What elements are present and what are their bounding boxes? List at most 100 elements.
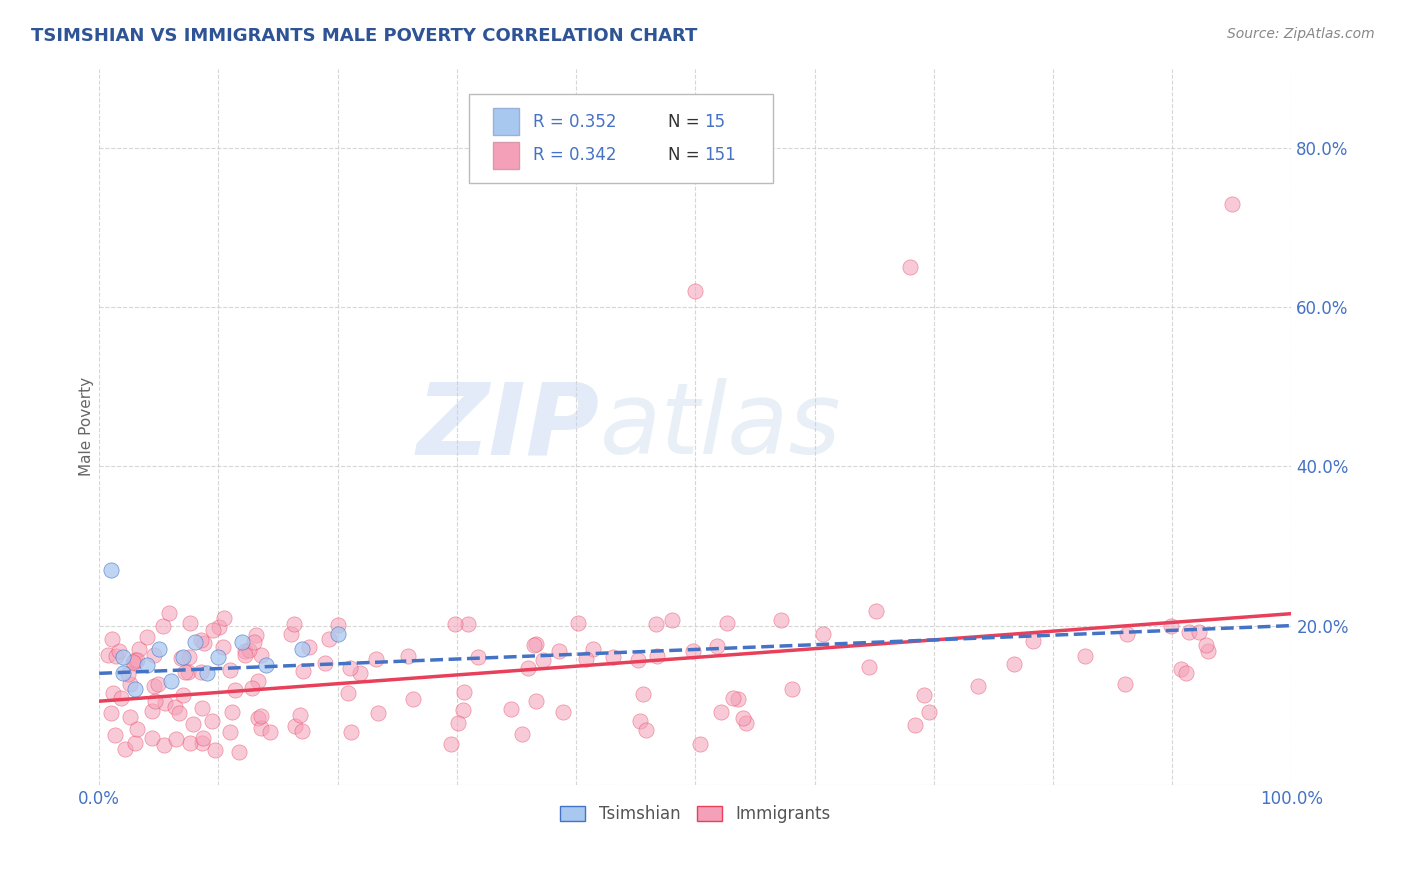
- Point: [710, 705, 733, 719]
- Point: [163, 700, 186, 714]
- Point: [143, 648, 166, 662]
- FancyBboxPatch shape: [492, 108, 519, 135]
- Point: [396, 648, 419, 663]
- Point: [811, 626, 834, 640]
- Point: [117, 666, 139, 681]
- Point: [101, 632, 124, 647]
- Point: [551, 705, 574, 719]
- Point: [364, 652, 387, 666]
- Point: [148, 642, 170, 657]
- Point: [228, 745, 250, 759]
- Point: [238, 643, 260, 657]
- Point: [582, 641, 605, 656]
- Point: [685, 285, 707, 299]
- Point: [904, 718, 927, 732]
- Point: [172, 650, 194, 665]
- Point: [402, 691, 425, 706]
- Point: [191, 731, 214, 745]
- Point: [135, 631, 157, 645]
- Point: [190, 632, 212, 647]
- Point: [124, 656, 146, 670]
- Point: [721, 690, 744, 705]
- Point: [453, 703, 475, 717]
- Point: [170, 651, 193, 665]
- Point: [1022, 633, 1045, 648]
- Point: [602, 649, 624, 664]
- Point: [181, 716, 204, 731]
- Point: [214, 611, 236, 625]
- Point: [706, 639, 728, 653]
- Text: ZIP: ZIP: [418, 378, 600, 475]
- Point: [165, 732, 187, 747]
- Point: [516, 661, 538, 675]
- Point: [526, 637, 548, 651]
- Point: [153, 738, 176, 752]
- Point: [259, 725, 281, 739]
- Point: [1160, 618, 1182, 632]
- Text: 15: 15: [703, 112, 725, 130]
- Point: [128, 642, 150, 657]
- Point: [173, 665, 195, 679]
- Point: [898, 260, 921, 275]
- Point: [524, 694, 547, 708]
- Point: [1074, 648, 1097, 663]
- Point: [453, 685, 475, 699]
- Point: [108, 643, 131, 657]
- Point: [291, 642, 314, 657]
- Point: [155, 697, 177, 711]
- Point: [224, 683, 246, 698]
- Point: [689, 737, 711, 751]
- Point: [636, 723, 658, 737]
- Point: [1195, 638, 1218, 652]
- Point: [284, 719, 307, 733]
- Point: [208, 620, 231, 634]
- Point: [733, 711, 755, 725]
- Point: [645, 617, 668, 632]
- Point: [121, 655, 143, 669]
- Text: 151: 151: [703, 146, 735, 164]
- Point: [1002, 657, 1025, 672]
- Point: [249, 648, 271, 662]
- Point: [177, 649, 200, 664]
- Y-axis label: Male Poverty: Male Poverty: [79, 377, 94, 476]
- Point: [112, 666, 135, 681]
- Point: [97, 648, 120, 662]
- Point: [918, 706, 941, 720]
- Point: [661, 613, 683, 627]
- Text: Source: ZipAtlas.com: Source: ZipAtlas.com: [1227, 27, 1375, 41]
- Point: [242, 635, 264, 649]
- Point: [143, 679, 166, 693]
- FancyBboxPatch shape: [468, 94, 773, 183]
- Point: [510, 726, 533, 740]
- Point: [575, 651, 598, 665]
- Point: [233, 644, 256, 658]
- Point: [191, 736, 214, 750]
- Point: [283, 617, 305, 632]
- Point: [865, 604, 887, 618]
- Point: [167, 706, 190, 721]
- Point: [135, 658, 157, 673]
- Text: R = 0.352: R = 0.352: [533, 112, 617, 130]
- Point: [280, 627, 302, 641]
- Point: [548, 644, 571, 658]
- Point: [201, 623, 224, 637]
- Point: [349, 666, 371, 681]
- Point: [727, 692, 749, 706]
- Point: [183, 634, 205, 648]
- Point: [240, 681, 263, 695]
- Point: [326, 626, 349, 640]
- Point: [291, 724, 314, 739]
- FancyBboxPatch shape: [492, 142, 519, 169]
- Point: [735, 716, 758, 731]
- Point: [245, 627, 267, 641]
- Point: [1175, 666, 1198, 681]
- Point: [250, 709, 273, 723]
- Point: [682, 644, 704, 658]
- Point: [177, 665, 200, 679]
- Point: [212, 640, 235, 655]
- Point: [125, 722, 148, 736]
- Point: [103, 728, 125, 742]
- Point: [157, 607, 180, 621]
- Point: [1170, 662, 1192, 676]
- Point: [233, 648, 256, 663]
